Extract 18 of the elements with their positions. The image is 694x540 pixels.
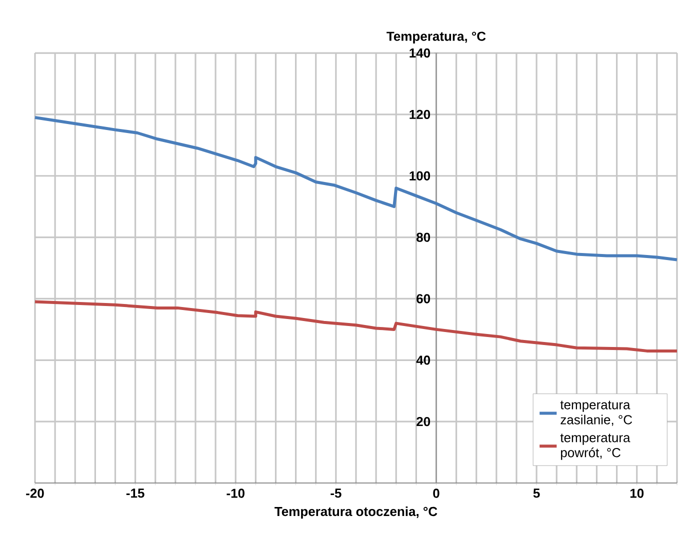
y-tick-label: 120 (410, 110, 430, 120)
y-tick-label: 80 (416, 232, 430, 242)
x-tick-label: 5 (533, 488, 540, 498)
x-tick-label: -15 (126, 488, 144, 498)
y-tick-label: 140 (410, 48, 430, 58)
y-axis-title: Temperatura, °C (386, 32, 486, 44)
legend-label: temperatura zasilanie, °C (560, 400, 632, 426)
x-axis-title: Temperatura otoczenia, °C (274, 506, 438, 519)
legend-label: temperatura powrót, °C (560, 434, 630, 460)
x-tick-label: 10 (630, 488, 644, 498)
y-tick-label: 100 (410, 171, 430, 180)
x-tick-label: 0 (433, 488, 440, 498)
x-tick-label: -10 (226, 488, 244, 498)
y-tick-label: 40 (416, 356, 430, 365)
x-tick-label: -20 (26, 488, 44, 498)
y-tick-label: 20 (416, 416, 430, 426)
y-tick-label: 60 (416, 294, 430, 304)
x-tick-label: -5 (330, 488, 342, 498)
